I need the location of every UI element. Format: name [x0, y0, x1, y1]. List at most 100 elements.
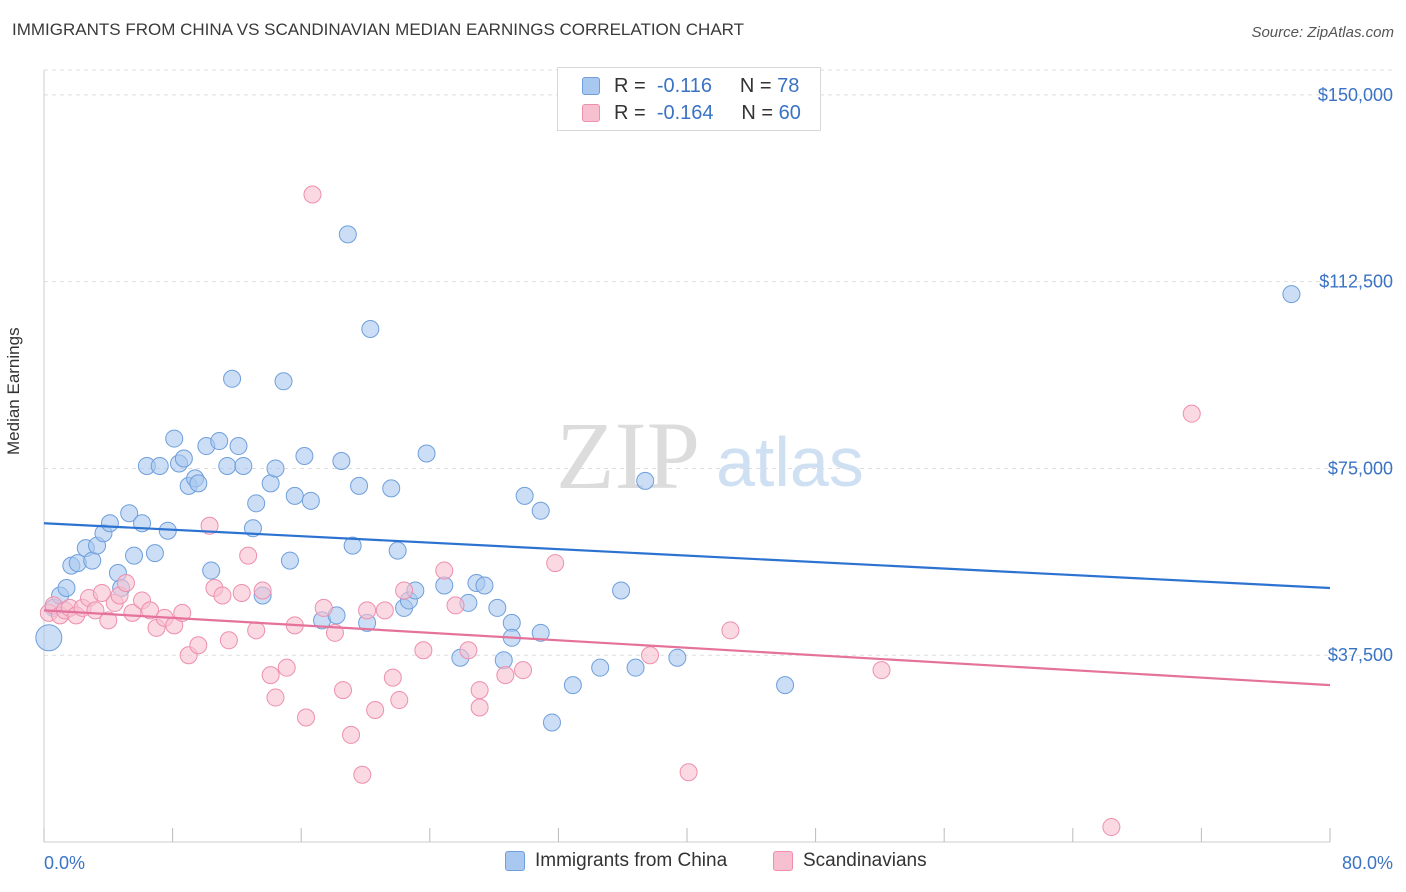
china-point [361, 319, 380, 338]
china-point [388, 541, 407, 560]
tick-labels: $37,500 $75,000 $112,500 $150,000 0.0% 80.0% [44, 85, 1393, 873]
scandinavian-point [872, 661, 891, 680]
scandinavian-point [342, 725, 361, 744]
scandinavian-point [314, 598, 333, 617]
scandinavian-point [303, 185, 322, 204]
scandinavian-point [116, 574, 135, 593]
china-point [234, 456, 253, 475]
china-point [338, 225, 357, 244]
china-point [35, 624, 63, 652]
scandinavian-point [470, 681, 489, 700]
scandinavian-point [213, 586, 232, 605]
scandinavian-point [232, 583, 251, 602]
china-point [280, 551, 299, 570]
bottom-legend-label-scandinavians: Scandinavians [803, 850, 927, 871]
legend-n-value: 60 [778, 101, 801, 124]
scandinavian-point [435, 561, 454, 580]
legend-r-label: R = [614, 74, 646, 97]
china-point [475, 576, 494, 595]
scandinavian-point [353, 765, 372, 784]
china-point [274, 372, 293, 391]
scatter-points [35, 185, 1301, 837]
scandinavian-point [721, 621, 740, 640]
scandinavian-point [395, 581, 414, 600]
axes [43, 70, 1331, 843]
scandinavian-point [219, 631, 238, 650]
x-tick-label: 80.0% [1342, 853, 1393, 873]
scandinavian-point [189, 636, 208, 655]
china-point [285, 486, 304, 505]
scandinavian-trend-line [43, 609, 1331, 687]
y-tick-label: $37,500 [1328, 645, 1393, 665]
china-point [417, 444, 436, 463]
bottom-legend-swatch-china [505, 851, 525, 871]
scandinavian-point [266, 688, 285, 707]
legend-row-china: R = -0.116 N = 78 [582, 73, 799, 99]
china-point [668, 648, 687, 667]
legend-swatch-scandinavians [582, 104, 600, 122]
china-point [776, 676, 795, 695]
china-point [210, 432, 229, 451]
scandinavian-point [496, 666, 515, 685]
y-axis-label: Median Earnings [4, 327, 23, 455]
scandinavian-point [641, 646, 660, 665]
legend-swatch-china [582, 77, 600, 95]
scandinavian-point [390, 691, 409, 710]
china-point [125, 546, 144, 565]
china-point [332, 451, 351, 470]
correlation-legend: R = -0.116 N = 78 R = -0.164 N = 60 [557, 67, 821, 131]
bottom-legend-china: Immigrants from China [505, 850, 727, 872]
china-trend-line [43, 522, 1331, 590]
scandinavian-point [297, 708, 316, 727]
china-point [542, 713, 561, 732]
china-point [343, 536, 362, 555]
scandinavian-point [446, 596, 465, 615]
china-point [350, 476, 369, 495]
china-point [189, 474, 208, 493]
scandinavian-point [679, 763, 698, 782]
scandinavian-point [141, 601, 160, 620]
scandinavian-point [383, 668, 402, 687]
china-point [229, 437, 248, 456]
watermark-atlas: atlas [716, 423, 864, 501]
china-point [636, 471, 655, 490]
china-point [145, 544, 164, 563]
scandinavian-point [1182, 404, 1201, 423]
scandinavian-point [200, 516, 219, 535]
legend-n-label: N = [739, 74, 772, 97]
scandinavian-point [239, 546, 258, 565]
watermark: ZIP atlas [556, 402, 864, 509]
china-point [295, 447, 314, 465]
bottom-legend-scandinavians: Scandinavians [773, 850, 927, 872]
y-tick-label: $112,500 [1319, 272, 1393, 292]
scandinavian-point [261, 666, 280, 685]
grid-lines [44, 69, 1395, 656]
china-point [83, 551, 102, 570]
scandinavian-point [366, 701, 385, 720]
scandinavian-point [123, 603, 142, 622]
scandinavian-point [247, 621, 266, 640]
china-point [174, 449, 193, 468]
china-point [261, 474, 280, 493]
legend-row-scandinavians: R = -0.164 N = 60 [582, 100, 801, 126]
china-point [531, 623, 550, 642]
chart-title: IMMIGRANTS FROM CHINA VS SCANDINAVIAN ME… [12, 20, 745, 39]
scandinavian-point [99, 611, 118, 630]
scandinavian-point [277, 658, 296, 677]
scandinavian-point [92, 583, 111, 602]
legend-r-label: R = [614, 101, 646, 124]
china-point [100, 514, 119, 533]
scandinavian-point [546, 554, 565, 573]
scandinavian-point [470, 698, 489, 717]
china-point [531, 501, 550, 520]
legend-r-value: -0.116 [656, 74, 713, 97]
china-point [266, 459, 285, 478]
china-point [202, 561, 221, 580]
scandinavian-point [358, 601, 377, 620]
source-label: Source: ZipAtlas.com [1251, 24, 1394, 41]
scandinavian-point [375, 601, 394, 620]
scandinavian-point [253, 581, 272, 600]
trend-lines [43, 522, 1331, 687]
bottom-legend-swatch-scandinavians [773, 851, 793, 871]
